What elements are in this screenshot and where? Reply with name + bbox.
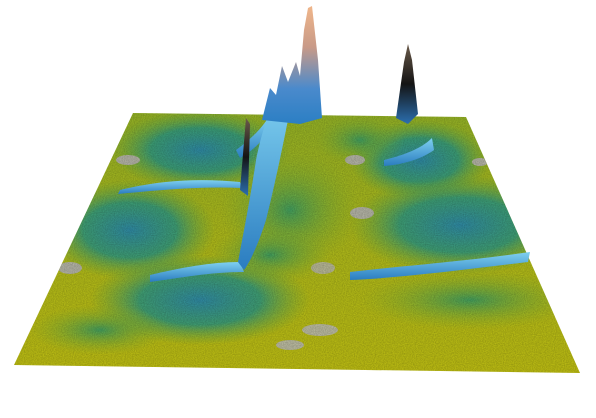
surface-ridges: [118, 118, 530, 282]
peak-dark-spike: [240, 118, 250, 196]
ridge-spine: [238, 96, 290, 270]
peak-right: [396, 44, 418, 124]
peak-main: [262, 6, 322, 124]
surface-color-patches: [14, 113, 580, 373]
